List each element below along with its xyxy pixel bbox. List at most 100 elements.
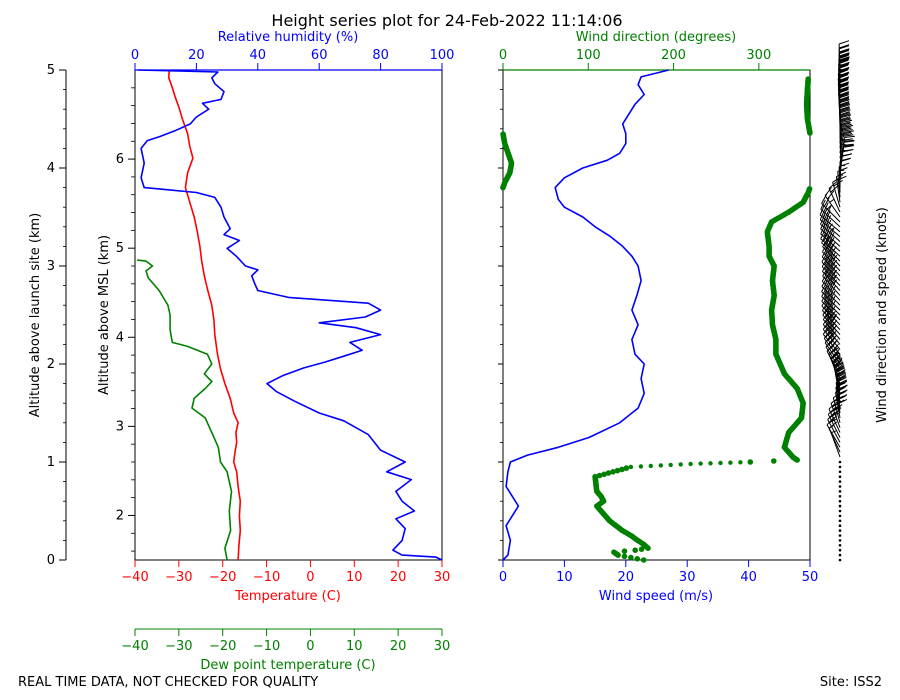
wind-direction-point: [678, 462, 683, 467]
wind-barb: [839, 140, 855, 169]
temperature-tick-label: −40: [121, 570, 148, 585]
wind-direction-point: [658, 463, 663, 468]
wind-direction-point: [621, 548, 628, 554]
wind-direction-point: [688, 461, 693, 467]
wind-speed-tick-label: 50: [802, 570, 819, 585]
wind-direction-point: [738, 460, 743, 465]
wind-barb: [839, 130, 854, 159]
calm-barb-dot: [838, 548, 842, 552]
wind-direction-point: [718, 460, 723, 466]
temperature-tick-label: 20: [390, 570, 407, 585]
calm-barb-dot: [838, 470, 842, 474]
wind-barb: [820, 224, 841, 252]
wind-direction-tick-label: 100: [576, 48, 601, 63]
calm-barb-dot: [838, 539, 842, 542]
calm-barb-dot: [838, 544, 842, 547]
left-inner-tick-label: 5: [116, 241, 124, 256]
calm-barb-dot: [838, 504, 842, 508]
wind-barb: [819, 209, 841, 237]
calm-barb-dot: [838, 519, 842, 523]
wind-speed-tick-label: 20: [618, 570, 635, 585]
wind-barb: [821, 301, 841, 331]
wind-direction-point: [632, 547, 638, 553]
wind-barb: [821, 291, 841, 321]
wind-direction-tick-label: 200: [661, 48, 686, 63]
calm-barb-dot: [838, 514, 842, 518]
temperature-line: [168, 69, 242, 561]
wind-barb: [821, 296, 841, 326]
wind-panel: 0 10 20 30 40 50 0 100 200 300 Wind speed (m/s) W…: [498, 30, 890, 604]
wind-barb: [822, 320, 841, 350]
wind-direction-point: [596, 472, 603, 479]
wind-barb: [821, 252, 841, 282]
humidity-axis-label: Relative humidity (%): [218, 30, 359, 45]
dewpoint-tick-label: −30: [165, 639, 192, 654]
wind-direction-point: [601, 471, 607, 478]
wind-barb: [822, 305, 841, 335]
wind-barb: [838, 40, 850, 71]
wind-speed-axis-label: Wind speed (m/s): [599, 589, 713, 604]
wind-barb: [827, 406, 841, 438]
temperature-tick-label: 10: [346, 570, 363, 585]
wind-barb: [821, 277, 841, 306]
humidity-tick-label: 80: [372, 48, 389, 63]
calm-barb-dot: [838, 495, 842, 498]
wind-direction-point: [634, 556, 641, 562]
wind-barb: [821, 242, 841, 272]
wind-direction-tick-label: 300: [746, 48, 771, 63]
wind-barb: [821, 247, 841, 277]
wind-speed-tick-label: 10: [556, 570, 573, 585]
calm-barb-dot: [838, 553, 842, 557]
left-inner-axis-label: Altitude above MSL (km): [97, 235, 112, 395]
wind-direction-point: [640, 557, 647, 563]
wind-speed-tick-label: 0: [499, 570, 507, 585]
wind-barb: [824, 187, 841, 218]
temperature-tick-label: 0: [306, 570, 314, 585]
left-inner-tick-label: 3: [116, 419, 124, 434]
site-label: Site: ISS2: [820, 675, 882, 690]
wind-axes: 0 10 20 30 40 50 0 100 200 300: [498, 48, 818, 585]
thermo-series: [137, 69, 443, 561]
temperature-tick-label: −30: [165, 570, 192, 585]
dewpoint-tick-label: −40: [121, 639, 148, 654]
wind-barb: [820, 219, 841, 247]
wind-speed-line: [502, 69, 669, 561]
wind-direction-point: [747, 459, 754, 465]
wind-direction-axis-label: Wind direction (degrees): [576, 30, 736, 45]
wind-barb: [830, 396, 843, 428]
humidity-tick-label: 60: [311, 48, 328, 63]
humidity-tick-label: 100: [430, 48, 455, 63]
calm-barb-dot: [838, 558, 842, 562]
dewpoint-tick-label: 0: [306, 639, 314, 654]
temperature-tick-label: −20: [209, 570, 236, 585]
wind-direction-point: [605, 470, 612, 476]
wind-barb: [839, 125, 854, 154]
humidity-tick-label: 0: [131, 48, 139, 63]
wind-barb: [839, 135, 855, 164]
temperature-tick-label: 30: [434, 570, 451, 585]
wind-series: [500, 69, 813, 563]
wind-direction-point: [728, 460, 733, 465]
calm-barb-dot: [838, 480, 842, 483]
wind-direction-point: [500, 131, 506, 137]
left-outer-tick-label: 0: [47, 553, 55, 568]
wind-barb: [821, 262, 841, 291]
humidity-tick-label: 40: [250, 48, 267, 63]
dewpoint-line: [137, 259, 233, 561]
dewpoint-tick-label: 30: [434, 639, 451, 654]
wind-direction-point: [628, 464, 634, 470]
left-outer-tick-label: 5: [47, 63, 55, 78]
wind-barb: [821, 287, 841, 316]
wind-direction-point: [806, 186, 813, 192]
left-outer-tick-label: 2: [47, 357, 55, 372]
wind-direction-point: [668, 462, 673, 468]
calm-barb-dot: [838, 490, 842, 493]
humidity-line: [138, 69, 443, 561]
calm-barb-dot: [838, 499, 842, 503]
temperature-axis-label: Temperature (C): [234, 589, 341, 604]
quality-note: REAL TIME DATA, NOT CHECKED FOR QUALITY: [18, 675, 318, 690]
barb-axis-label: Wind direction and speed (knots): [875, 207, 890, 423]
wind-speed-tick-label: 30: [679, 570, 696, 585]
wind-barb: [820, 229, 841, 257]
calm-barb-dot: [838, 475, 842, 479]
